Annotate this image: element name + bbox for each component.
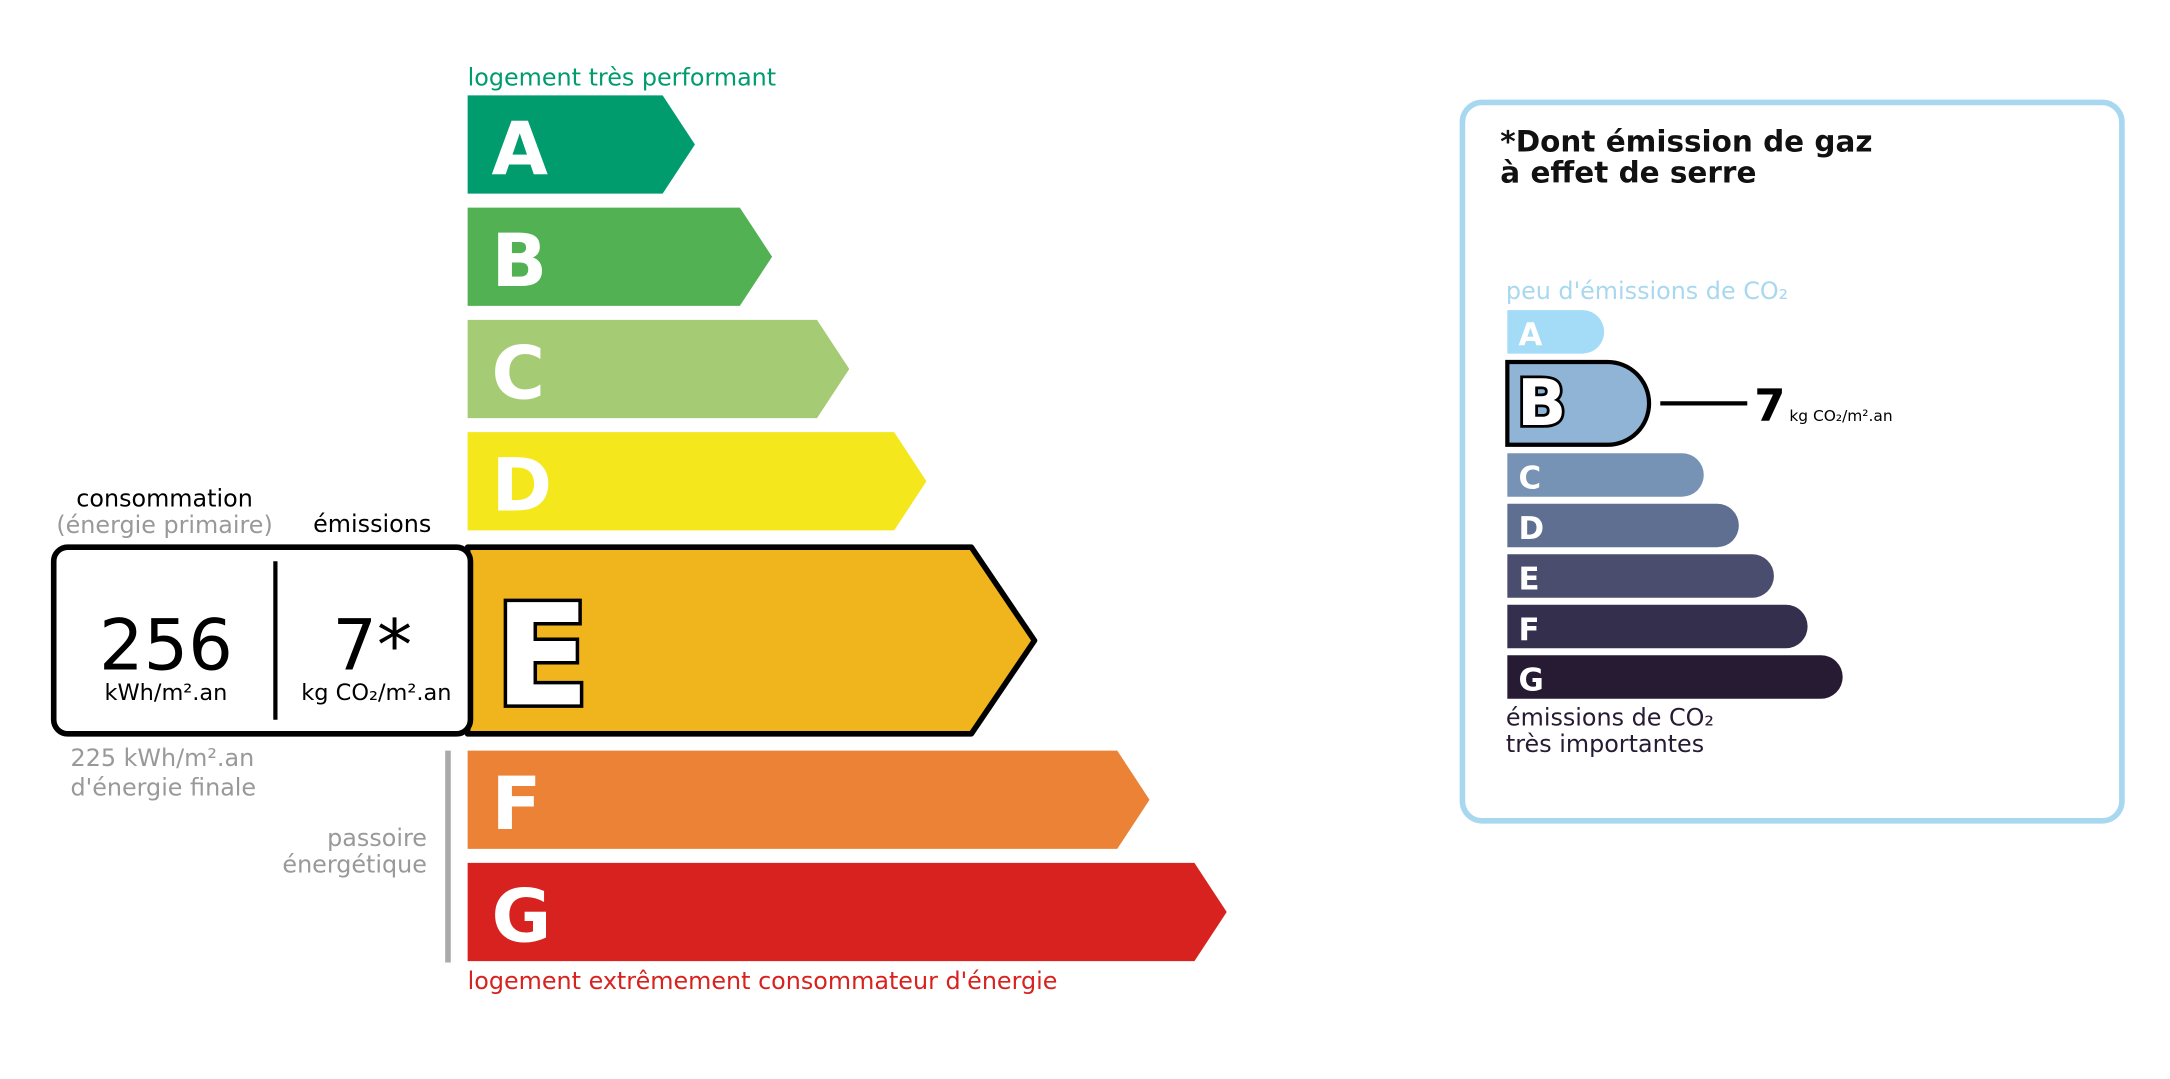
ghg-class-bar xyxy=(1507,453,1704,497)
emissions-heading: émissions xyxy=(313,510,431,538)
consumption-unit: kWh/m².an xyxy=(104,680,227,706)
ghg-value: 7 xyxy=(1754,379,1785,432)
final-energy: 225 kWh/m².an xyxy=(71,744,255,772)
ghg-title: à effet de serre xyxy=(1500,155,1756,189)
ghg-bottom-note: émissions de CO₂ xyxy=(1506,703,1714,731)
ghg-class-bar xyxy=(1507,604,1808,649)
ghg-class-letter: C xyxy=(1519,460,1542,496)
class-bar xyxy=(467,750,1150,849)
ghg-class-letter: F xyxy=(1519,612,1540,648)
class-letter: G xyxy=(491,874,551,959)
consumption-value: 256 xyxy=(99,604,233,686)
ghg-class-bar xyxy=(1507,554,1774,598)
bottom-note: logement extrêmement consommateur d'éner… xyxy=(468,967,1058,995)
consumption-heading: consommation xyxy=(76,485,253,513)
passoire-note: énergétique xyxy=(282,851,427,879)
consumption-sub: (énergie primaire) xyxy=(56,511,272,539)
final-energy: d'énergie finale xyxy=(71,774,257,802)
ghg-class-bar xyxy=(1507,310,1605,354)
ghg-class-bar xyxy=(1507,503,1739,548)
ghg-class-bar xyxy=(1507,655,1843,699)
emissions-unit: kg CO₂/m².an xyxy=(301,680,451,706)
class-bar xyxy=(467,95,695,194)
class-bar xyxy=(467,862,1227,962)
ghg-class-letter: E xyxy=(1519,561,1540,597)
ghg-class-letter: B xyxy=(1517,366,1566,441)
ghg-panel-frame xyxy=(1459,99,2125,824)
class-bar xyxy=(467,432,927,531)
ghg-title: *Dont émission de gaz xyxy=(1500,125,1872,159)
class-bar xyxy=(467,207,773,306)
class-letter: A xyxy=(491,107,548,192)
class-letter: F xyxy=(491,762,541,847)
value-box xyxy=(50,544,474,737)
top-note: logement très performant xyxy=(468,64,777,92)
ghg-unit: kg CO₂/m².an xyxy=(1789,407,1892,425)
passoire-note: passoire xyxy=(327,824,427,852)
class-letter: E xyxy=(494,575,590,738)
ghg-bottom-note: très importantes xyxy=(1506,730,1704,758)
ghg-class-bar xyxy=(1505,359,1652,447)
class-letter: B xyxy=(491,219,547,304)
class-letter: D xyxy=(491,444,552,529)
class-bar xyxy=(467,319,850,419)
ghg-class-letter: A xyxy=(1519,317,1543,353)
ghg-top-note: peu d'émissions de CO₂ xyxy=(1506,277,1788,305)
class-letter: C xyxy=(491,331,545,416)
ghg-class-letter: G xyxy=(1519,662,1544,698)
ghg-class-letter: D xyxy=(1519,511,1545,547)
emissions-value: 7* xyxy=(332,604,412,686)
